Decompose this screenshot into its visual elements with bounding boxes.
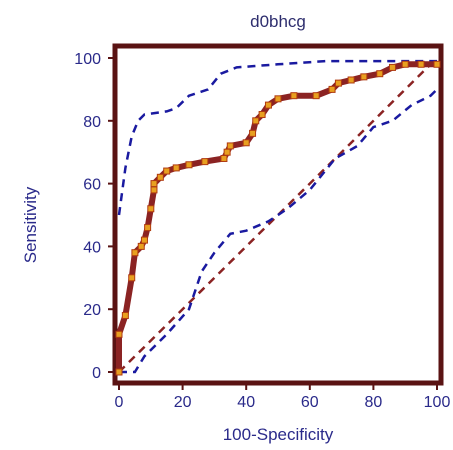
x-tick-label: 60 (301, 394, 319, 411)
x-axis: 0 20 40 60 80 100 (115, 383, 451, 411)
roc-curve-point (401, 60, 409, 68)
y-axis: 0 20 40 60 80 100 (74, 51, 115, 382)
y-tick-label: 40 (83, 239, 101, 256)
lower-confidence-bound-line (119, 88, 438, 374)
roc-curve-point (226, 142, 234, 150)
roc-curve-point (156, 173, 164, 181)
y-axis-label: Sensitivity (21, 186, 40, 263)
roc-curve-point (242, 139, 250, 147)
roc-curve-point (137, 242, 145, 250)
y-tick-label: 0 (92, 365, 101, 382)
roc-curve-point (220, 154, 228, 162)
roc-curve-point (347, 76, 355, 84)
upper-confidence-bound-line (117, 59, 437, 216)
roc-curve-point (185, 161, 193, 169)
roc-curve-point (163, 167, 171, 175)
roc-curve-point (264, 101, 272, 109)
roc-curve-point (115, 368, 123, 376)
y-tick-label: 60 (83, 177, 101, 194)
roc-curve-point (150, 180, 158, 188)
x-tick-label: 0 (115, 394, 124, 411)
reference-diagonal-line (118, 57, 438, 373)
roc-curve-point (249, 129, 257, 137)
roc-curve-point (360, 73, 368, 81)
roc-curve-point (172, 164, 180, 172)
y-tick-label: 80 (83, 114, 101, 131)
chart-title: d0bhcg (250, 12, 306, 31)
roc-curve-point (150, 186, 158, 194)
roc-curve-point (140, 236, 148, 244)
roc-curve-point (274, 95, 282, 103)
roc-curve-point (128, 274, 136, 282)
roc-curve-point (144, 224, 152, 232)
x-tick-label: 20 (174, 394, 192, 411)
plot-series (115, 57, 441, 376)
roc-curve-point (252, 117, 260, 125)
roc-curve-point (417, 60, 425, 68)
y-tick-label: 100 (74, 51, 101, 68)
roc-curve-point (131, 249, 139, 257)
roc-curve-point (201, 158, 209, 166)
roc-curve-point (388, 63, 396, 71)
roc-curve-point (147, 205, 155, 213)
roc-curve-point (290, 92, 298, 100)
x-tick-label: 40 (237, 394, 255, 411)
x-tick-label: 100 (424, 394, 451, 411)
y-tick-label: 20 (83, 302, 101, 319)
roc-curve-point (376, 70, 384, 78)
roc-curve-point (121, 311, 129, 319)
roc-curve-point (433, 60, 441, 68)
roc-curve-point (223, 148, 231, 156)
roc-curve-point (258, 111, 266, 119)
roc-curve-point (334, 79, 342, 87)
x-tick-label: 80 (365, 394, 383, 411)
roc-curve-point (115, 330, 123, 338)
roc-curve-point (312, 92, 320, 100)
roc-curve-point (328, 85, 336, 93)
x-axis-label: 100-Specificity (223, 425, 334, 444)
